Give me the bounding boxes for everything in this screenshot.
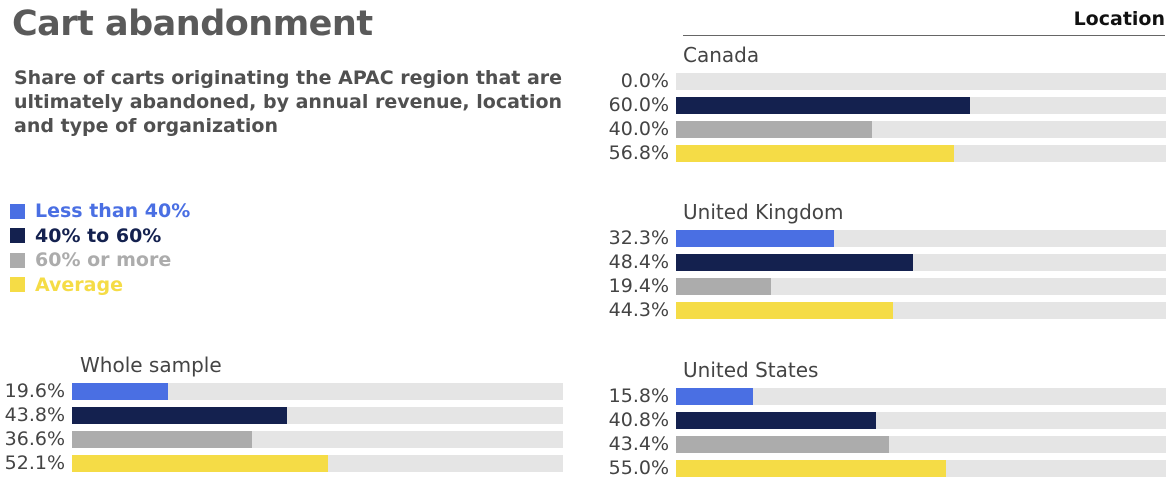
bar: [72, 406, 288, 424]
value-label: 32.3%: [608, 227, 669, 249]
legend-swatch: [10, 252, 25, 268]
value-label: 52.1%: [4, 452, 65, 474]
group-label: United Kingdom: [683, 200, 844, 224]
bar-row: 44.3%: [604, 298, 1166, 322]
bar-track: [72, 430, 563, 448]
legend: Less than 40% 40% to 60% 60% or more Averag…: [10, 199, 190, 297]
legend-label: Less than 40%: [35, 200, 191, 223]
legend-label: Average: [35, 273, 123, 296]
bar-row: 56.8%: [604, 141, 1166, 165]
bar-track: [676, 411, 1166, 429]
legend-swatch: [10, 203, 25, 219]
bar-track: [676, 229, 1166, 247]
bar: [676, 144, 955, 162]
bar: [72, 382, 169, 400]
group-label: Whole sample: [80, 353, 222, 377]
legend-label: 40% to 60%: [35, 224, 162, 247]
bar-track: [676, 72, 1166, 90]
bar-track: [72, 454, 563, 472]
value-label: 60.0%: [608, 94, 669, 116]
bar-row: 0.0%: [604, 69, 1166, 93]
bar-row: 48.4%: [604, 250, 1166, 274]
bar-track: [676, 435, 1166, 453]
bar-track: [676, 253, 1166, 271]
value-label: 40.0%: [608, 118, 669, 140]
group-label: United States: [683, 358, 819, 382]
group-label: Canada: [683, 43, 760, 67]
bar-row: 43.8%: [0, 403, 563, 427]
panel-canada: Canada 0.0% 60.0% 40.0% 56.8%: [604, 43, 1166, 165]
bar-row: 15.8%: [604, 384, 1166, 408]
bar-track: [72, 382, 563, 400]
legend-swatch: [10, 228, 25, 244]
bar: [676, 435, 889, 453]
panel-united-states: United States 15.8% 40.8% 43.4% 55.0%: [604, 358, 1166, 480]
bar-track: [676, 387, 1166, 405]
panel-united-kingdom: United Kingdom 32.3% 48.4% 19.4% 44.3%: [604, 200, 1166, 322]
bar-track: [676, 120, 1166, 138]
value-label: 0.0%: [620, 70, 669, 92]
legend-item: Average: [10, 273, 190, 298]
bar-row: 52.1%: [0, 451, 563, 475]
bar-row: 55.0%: [604, 456, 1166, 480]
legend-item: 40% to 60%: [10, 224, 190, 249]
value-label: 15.8%: [608, 385, 669, 407]
value-label: 43.4%: [608, 433, 669, 455]
bar-track: [676, 96, 1166, 114]
value-label: 19.6%: [4, 380, 65, 402]
bar: [676, 411, 876, 429]
legend-item: Less than 40%: [10, 199, 190, 224]
chart-subtitle: Share of carts originating the APAC regi…: [14, 67, 563, 137]
bar: [676, 301, 894, 319]
bar: [72, 430, 252, 448]
value-label: 56.8%: [608, 142, 669, 164]
value-label: 40.8%: [608, 409, 669, 431]
bar-row: 32.3%: [604, 226, 1166, 250]
chart-title: Cart abandonment: [12, 4, 373, 44]
legend-swatch: [10, 277, 25, 293]
bar-track: [72, 406, 563, 424]
bar: [676, 387, 754, 405]
bar: [676, 120, 872, 138]
bar-track: [676, 277, 1166, 295]
bar-track: [676, 144, 1166, 162]
bar-track: [676, 459, 1166, 477]
legend-label: 60% or more: [35, 249, 172, 272]
legend-item: 60% or more: [10, 248, 190, 273]
bar-row: 40.0%: [604, 117, 1166, 141]
bar-row: 19.6%: [0, 379, 563, 403]
value-label: 44.3%: [608, 299, 669, 321]
bar: [676, 96, 970, 114]
bar: [676, 459, 946, 477]
bar-row: 40.8%: [604, 408, 1166, 432]
bar-row: 36.6%: [0, 427, 563, 451]
bar: [676, 229, 835, 247]
bar: [676, 253, 914, 271]
bar-row: 60.0%: [604, 93, 1166, 117]
value-label: 43.8%: [4, 404, 65, 426]
location-header: Location: [683, 8, 1165, 36]
value-label: 55.0%: [608, 457, 669, 479]
value-label: 19.4%: [608, 275, 669, 297]
bar: [72, 454, 328, 472]
bar: [676, 277, 772, 295]
bar-track: [676, 301, 1166, 319]
bar-row: 43.4%: [604, 432, 1166, 456]
value-label: 48.4%: [608, 251, 669, 273]
value-label: 36.6%: [4, 428, 65, 450]
bar-row: 19.4%: [604, 274, 1166, 298]
panel-whole-sample: Whole sample 19.6% 43.8% 36.6% 52.1%: [0, 353, 563, 475]
